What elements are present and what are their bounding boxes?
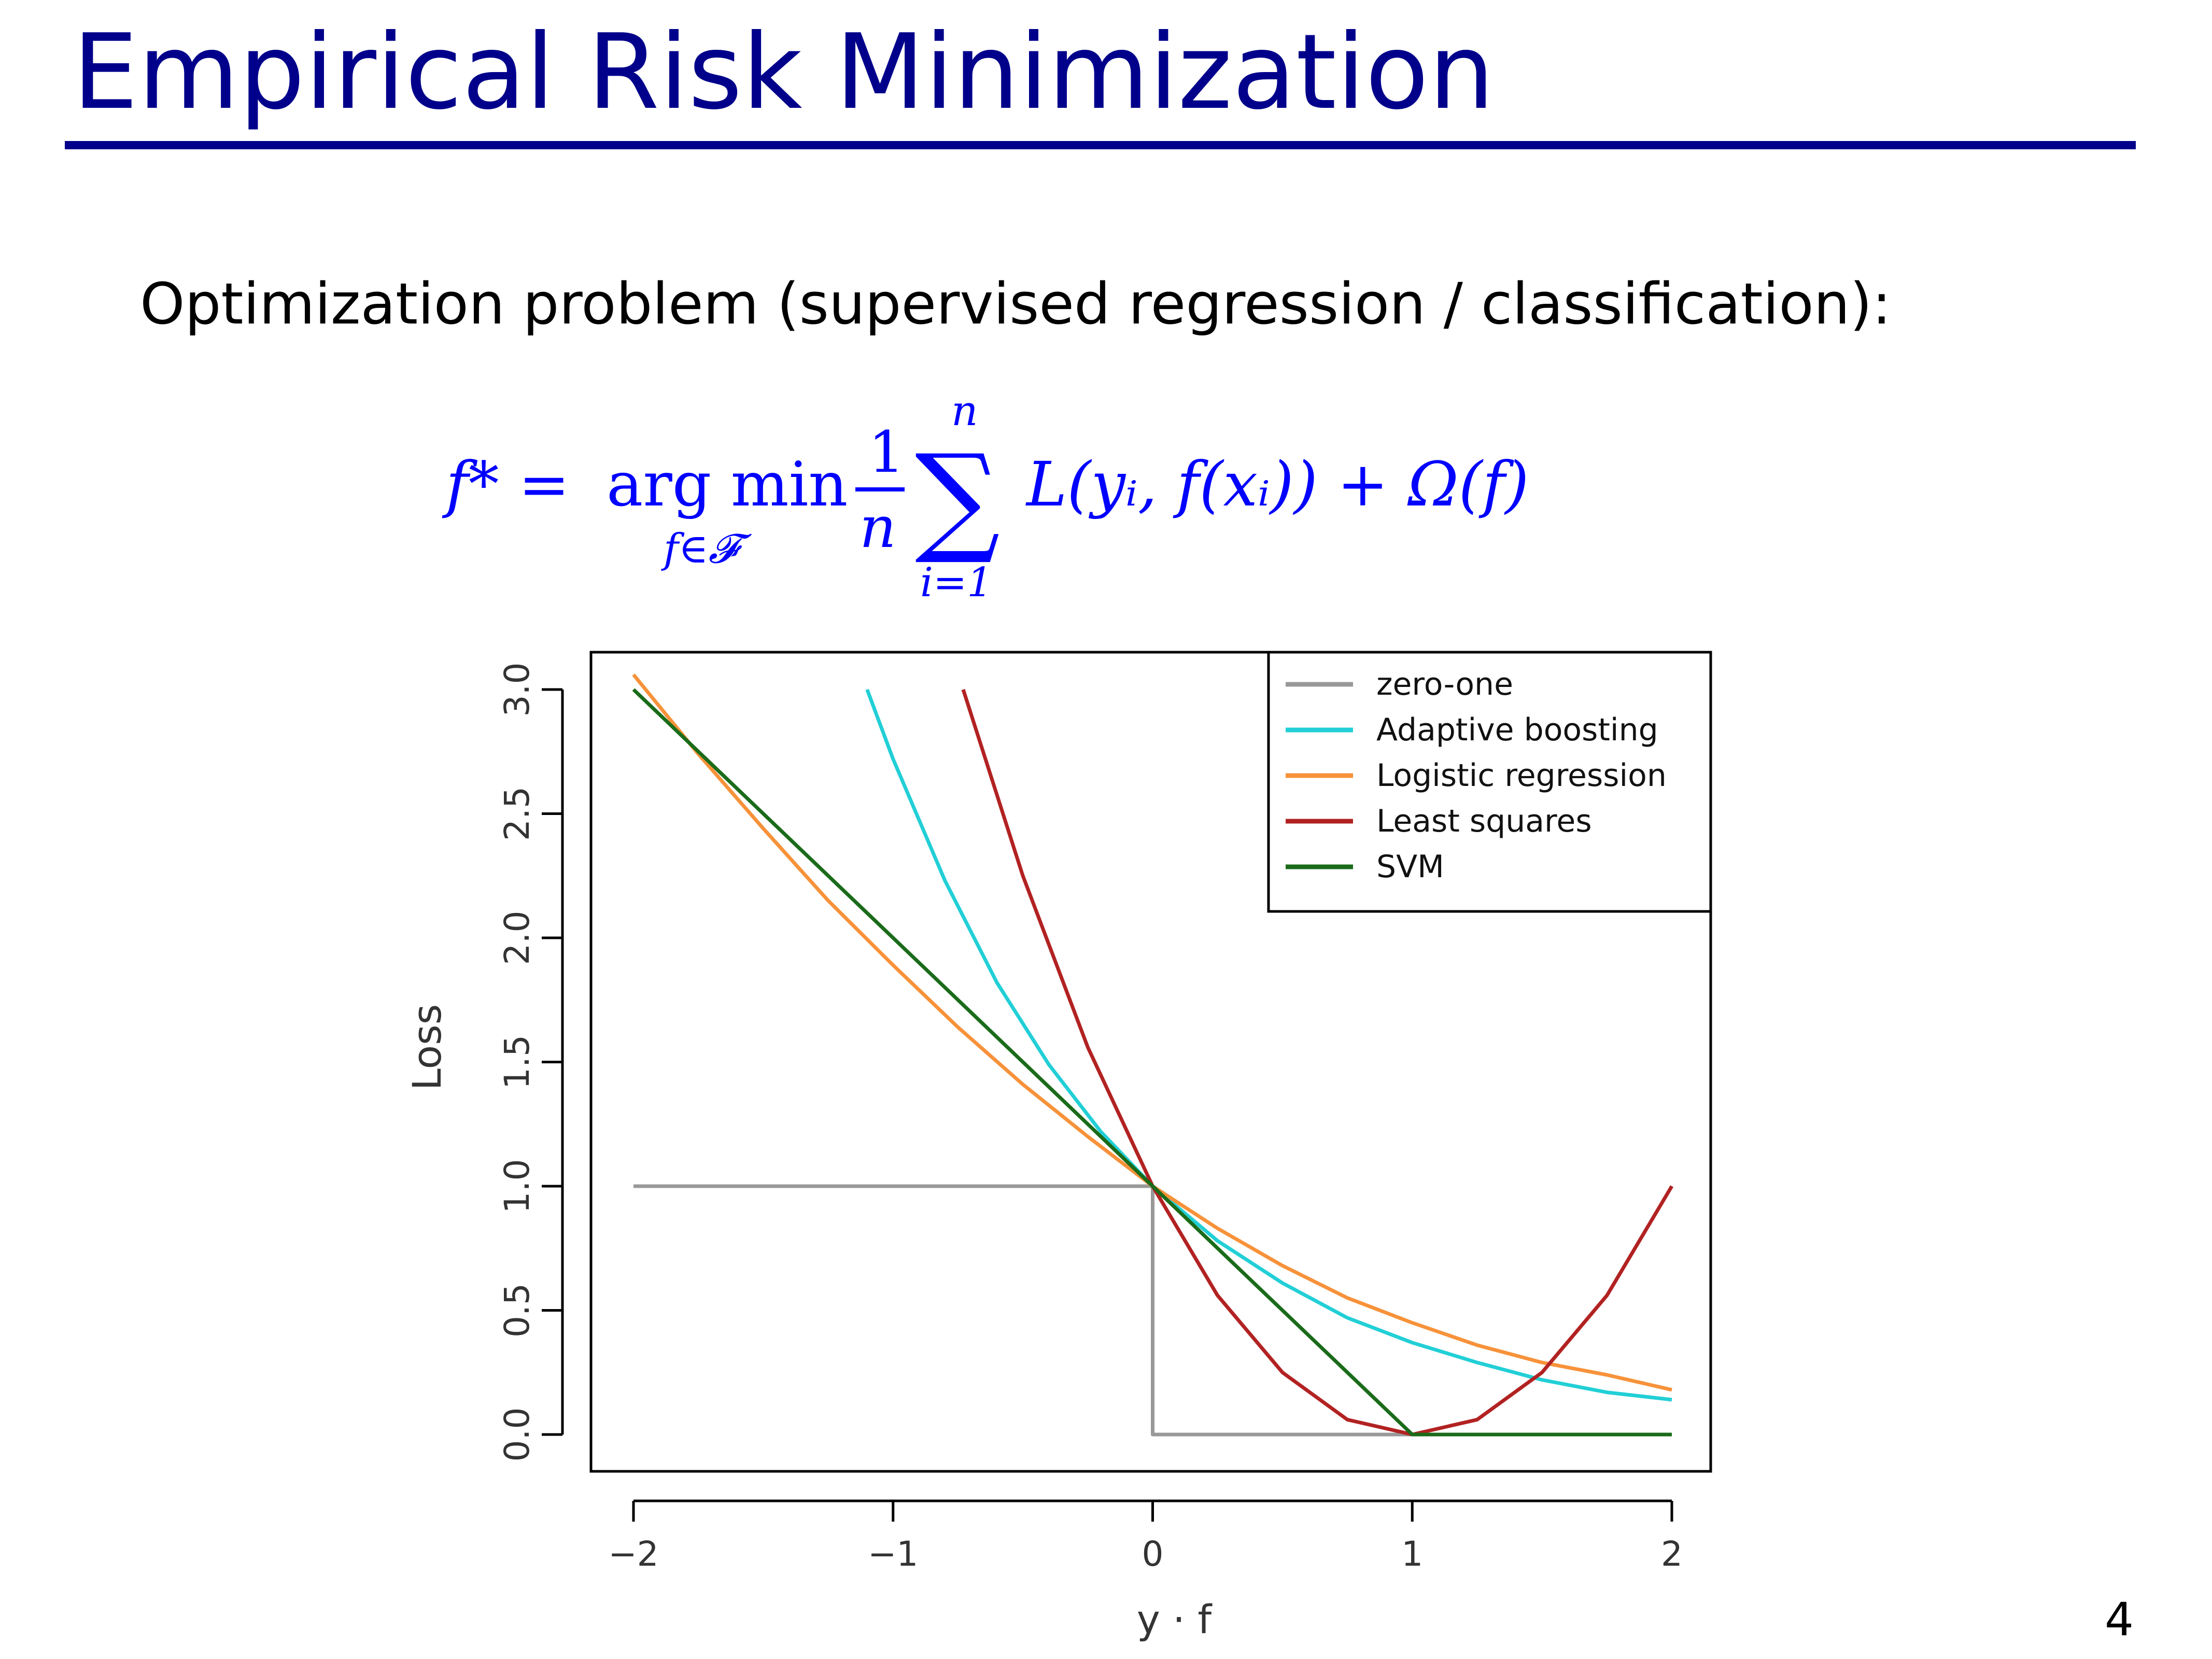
formula-sum-symbol: ∑ — [915, 429, 1000, 568]
y-axis-label: Loss — [404, 1004, 450, 1091]
legend-label: Least squares — [1376, 803, 1592, 839]
y-axis: 0.0 0.5 1.0 1.5 2.0 2.5 3.0 — [497, 663, 564, 1462]
formula-fraction-denominator: n — [860, 494, 896, 560]
formula-sum-upper: n — [951, 394, 978, 435]
x-tick-label: −2 — [608, 1534, 658, 1574]
y-tick-label: 0.5 — [497, 1283, 537, 1338]
formula-fraction-numerator: 1 — [868, 419, 905, 485]
legend-label: Logistic regression — [1376, 757, 1667, 794]
x-tick-label: 0 — [1142, 1534, 1164, 1574]
x-axis-label: y · f — [1137, 1596, 1213, 1642]
series-line-4 — [632, 688, 1672, 1437]
y-tick-label: 2.0 — [497, 911, 537, 965]
y-tick-label: 3.0 — [497, 663, 537, 717]
series-line-1 — [865, 688, 1672, 1402]
formula-lhs: f* = — [442, 448, 570, 520]
y-tick-label: 0.0 — [497, 1408, 537, 1462]
y-tick-label: 1.5 — [497, 1035, 537, 1089]
series-layer — [632, 673, 1674, 1437]
y-tick-label: 2.5 — [497, 786, 537, 841]
legend-label: zero-one — [1376, 666, 1513, 702]
formula-argmin: arg min — [607, 448, 848, 520]
y-tick-label: 1.0 — [497, 1159, 537, 1214]
formula-body: L(yᵢ, f(xᵢ)) + Ω(f) — [1025, 448, 1529, 520]
series-line-3 — [961, 688, 1674, 1437]
intro-text: Optimization problem (supervised regress… — [140, 271, 1892, 337]
plot-frame — [589, 651, 1712, 1473]
series-line-0 — [633, 1184, 1672, 1437]
formula-argmin-subscript: f∈𝓕 — [661, 526, 752, 572]
x-tick-label: −1 — [868, 1534, 918, 1574]
legend: zero-one Adaptive boosting Logistic regres… — [1267, 651, 1712, 913]
slide-title: Empirical Risk Minimization — [73, 12, 1495, 133]
legend-label: Adaptive boosting — [1376, 712, 1658, 748]
x-tick-label: 2 — [1661, 1534, 1683, 1574]
page-number: 4 — [2105, 1593, 2134, 1646]
x-tick-label: 1 — [1401, 1534, 1423, 1574]
formula-fraction-bar — [855, 487, 905, 491]
erm-formula: f* = arg min f∈𝓕 1 n n ∑ i=1 L(yᵢ, f(xᵢ)… — [442, 394, 1529, 606]
loss-chart: −2 −1 0 1 2 0.0 0.5 1.0 1.5 2.0 2.5 3.0 y · f Loss… — [404, 651, 1712, 1642]
x-axis: −2 −1 0 1 2 — [608, 1499, 1683, 1574]
legend-label: SVM — [1376, 849, 1444, 885]
title-rule — [65, 141, 2136, 149]
formula-sum-lower: i=1 — [920, 559, 993, 606]
